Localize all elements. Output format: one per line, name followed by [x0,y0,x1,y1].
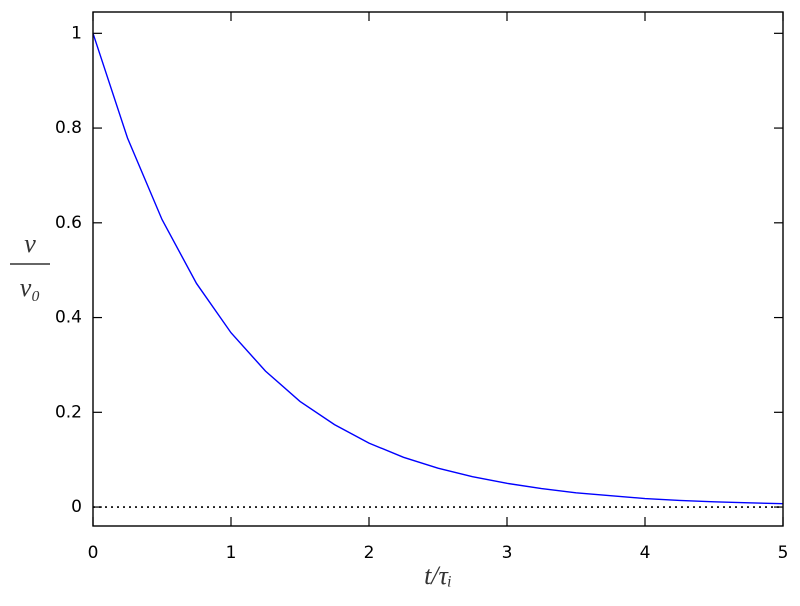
y-axis-label-denominator: v₀ [20,273,41,302]
plot-frame [92,11,784,527]
y-tick-label: 0.8 [55,118,82,138]
x-axis-label: t/τᵢ [424,561,452,590]
y-tick-label: 0.4 [55,308,82,328]
x-tick-label: 5 [778,543,789,563]
x-tick-label: 2 [364,543,375,563]
y-tick-label: 0.6 [55,213,82,233]
y-axis-label-numerator: v [24,229,36,258]
y-tick-label: 1 [71,23,82,43]
y-tick-label: 0.2 [55,402,82,422]
x-tick-label: 0 [88,543,99,563]
data-line [92,33,784,505]
x-tick-label: 1 [226,543,237,563]
y-tick-label: 0 [71,497,82,517]
x-tick-label: 4 [640,543,651,563]
x-tick-label: 3 [502,543,513,563]
